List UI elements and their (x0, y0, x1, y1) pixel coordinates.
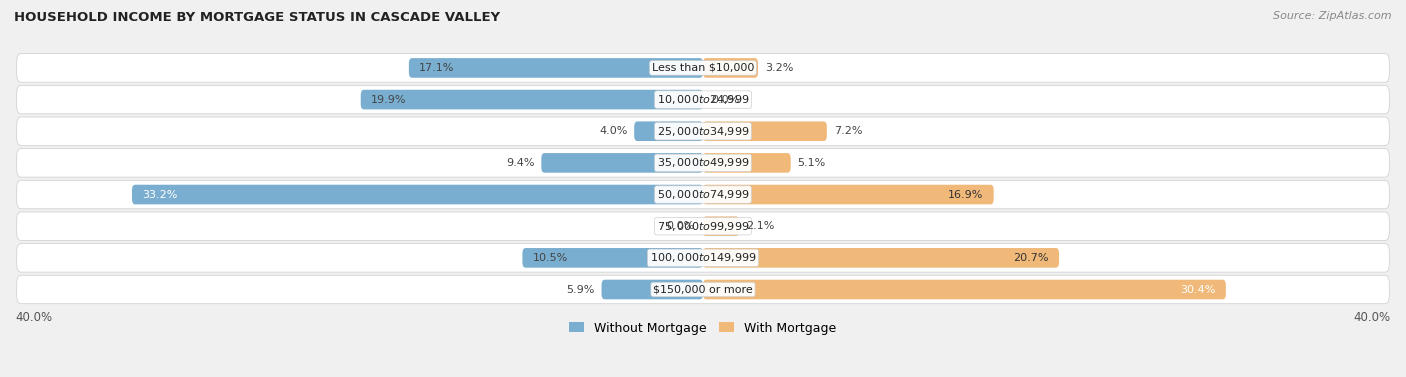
Text: 9.4%: 9.4% (506, 158, 534, 168)
FancyBboxPatch shape (703, 153, 790, 173)
FancyBboxPatch shape (523, 248, 703, 268)
Text: 17.1%: 17.1% (419, 63, 454, 73)
Text: HOUSEHOLD INCOME BY MORTGAGE STATUS IN CASCADE VALLEY: HOUSEHOLD INCOME BY MORTGAGE STATUS IN C… (14, 11, 501, 24)
FancyBboxPatch shape (634, 121, 703, 141)
Text: 40.0%: 40.0% (1354, 311, 1391, 324)
FancyBboxPatch shape (602, 280, 703, 299)
Text: $150,000 or more: $150,000 or more (654, 285, 752, 294)
Text: 0.0%: 0.0% (666, 221, 695, 231)
Text: 40.0%: 40.0% (15, 311, 52, 324)
FancyBboxPatch shape (703, 121, 827, 141)
Text: Source: ZipAtlas.com: Source: ZipAtlas.com (1274, 11, 1392, 21)
Text: 5.1%: 5.1% (797, 158, 825, 168)
FancyBboxPatch shape (17, 180, 1389, 209)
FancyBboxPatch shape (17, 85, 1389, 114)
FancyBboxPatch shape (17, 54, 1389, 82)
Text: $100,000 to $149,999: $100,000 to $149,999 (650, 251, 756, 264)
FancyBboxPatch shape (17, 149, 1389, 177)
Text: 3.2%: 3.2% (765, 63, 793, 73)
Text: 10.5%: 10.5% (533, 253, 568, 263)
Text: 19.9%: 19.9% (371, 95, 406, 104)
Text: 5.9%: 5.9% (567, 285, 595, 294)
Text: $35,000 to $49,999: $35,000 to $49,999 (657, 156, 749, 169)
Text: 7.2%: 7.2% (834, 126, 862, 136)
FancyBboxPatch shape (132, 185, 703, 204)
FancyBboxPatch shape (703, 280, 1226, 299)
Text: $50,000 to $74,999: $50,000 to $74,999 (657, 188, 749, 201)
Text: 0.0%: 0.0% (711, 95, 740, 104)
Legend: Without Mortgage, With Mortgage: Without Mortgage, With Mortgage (564, 317, 842, 340)
Text: 16.9%: 16.9% (948, 190, 983, 199)
FancyBboxPatch shape (17, 244, 1389, 272)
Text: 2.1%: 2.1% (747, 221, 775, 231)
FancyBboxPatch shape (703, 185, 994, 204)
Text: $25,000 to $34,999: $25,000 to $34,999 (657, 125, 749, 138)
FancyBboxPatch shape (17, 117, 1389, 146)
FancyBboxPatch shape (409, 58, 703, 78)
Text: Less than $10,000: Less than $10,000 (652, 63, 754, 73)
Text: 4.0%: 4.0% (599, 126, 627, 136)
FancyBboxPatch shape (703, 216, 740, 236)
FancyBboxPatch shape (17, 275, 1389, 304)
FancyBboxPatch shape (541, 153, 703, 173)
Text: $10,000 to $24,999: $10,000 to $24,999 (657, 93, 749, 106)
Text: $75,000 to $99,999: $75,000 to $99,999 (657, 220, 749, 233)
Text: 20.7%: 20.7% (1014, 253, 1049, 263)
FancyBboxPatch shape (703, 248, 1059, 268)
FancyBboxPatch shape (17, 212, 1389, 241)
Text: 33.2%: 33.2% (142, 190, 177, 199)
Text: 30.4%: 30.4% (1180, 285, 1216, 294)
FancyBboxPatch shape (361, 90, 703, 109)
FancyBboxPatch shape (703, 58, 758, 78)
